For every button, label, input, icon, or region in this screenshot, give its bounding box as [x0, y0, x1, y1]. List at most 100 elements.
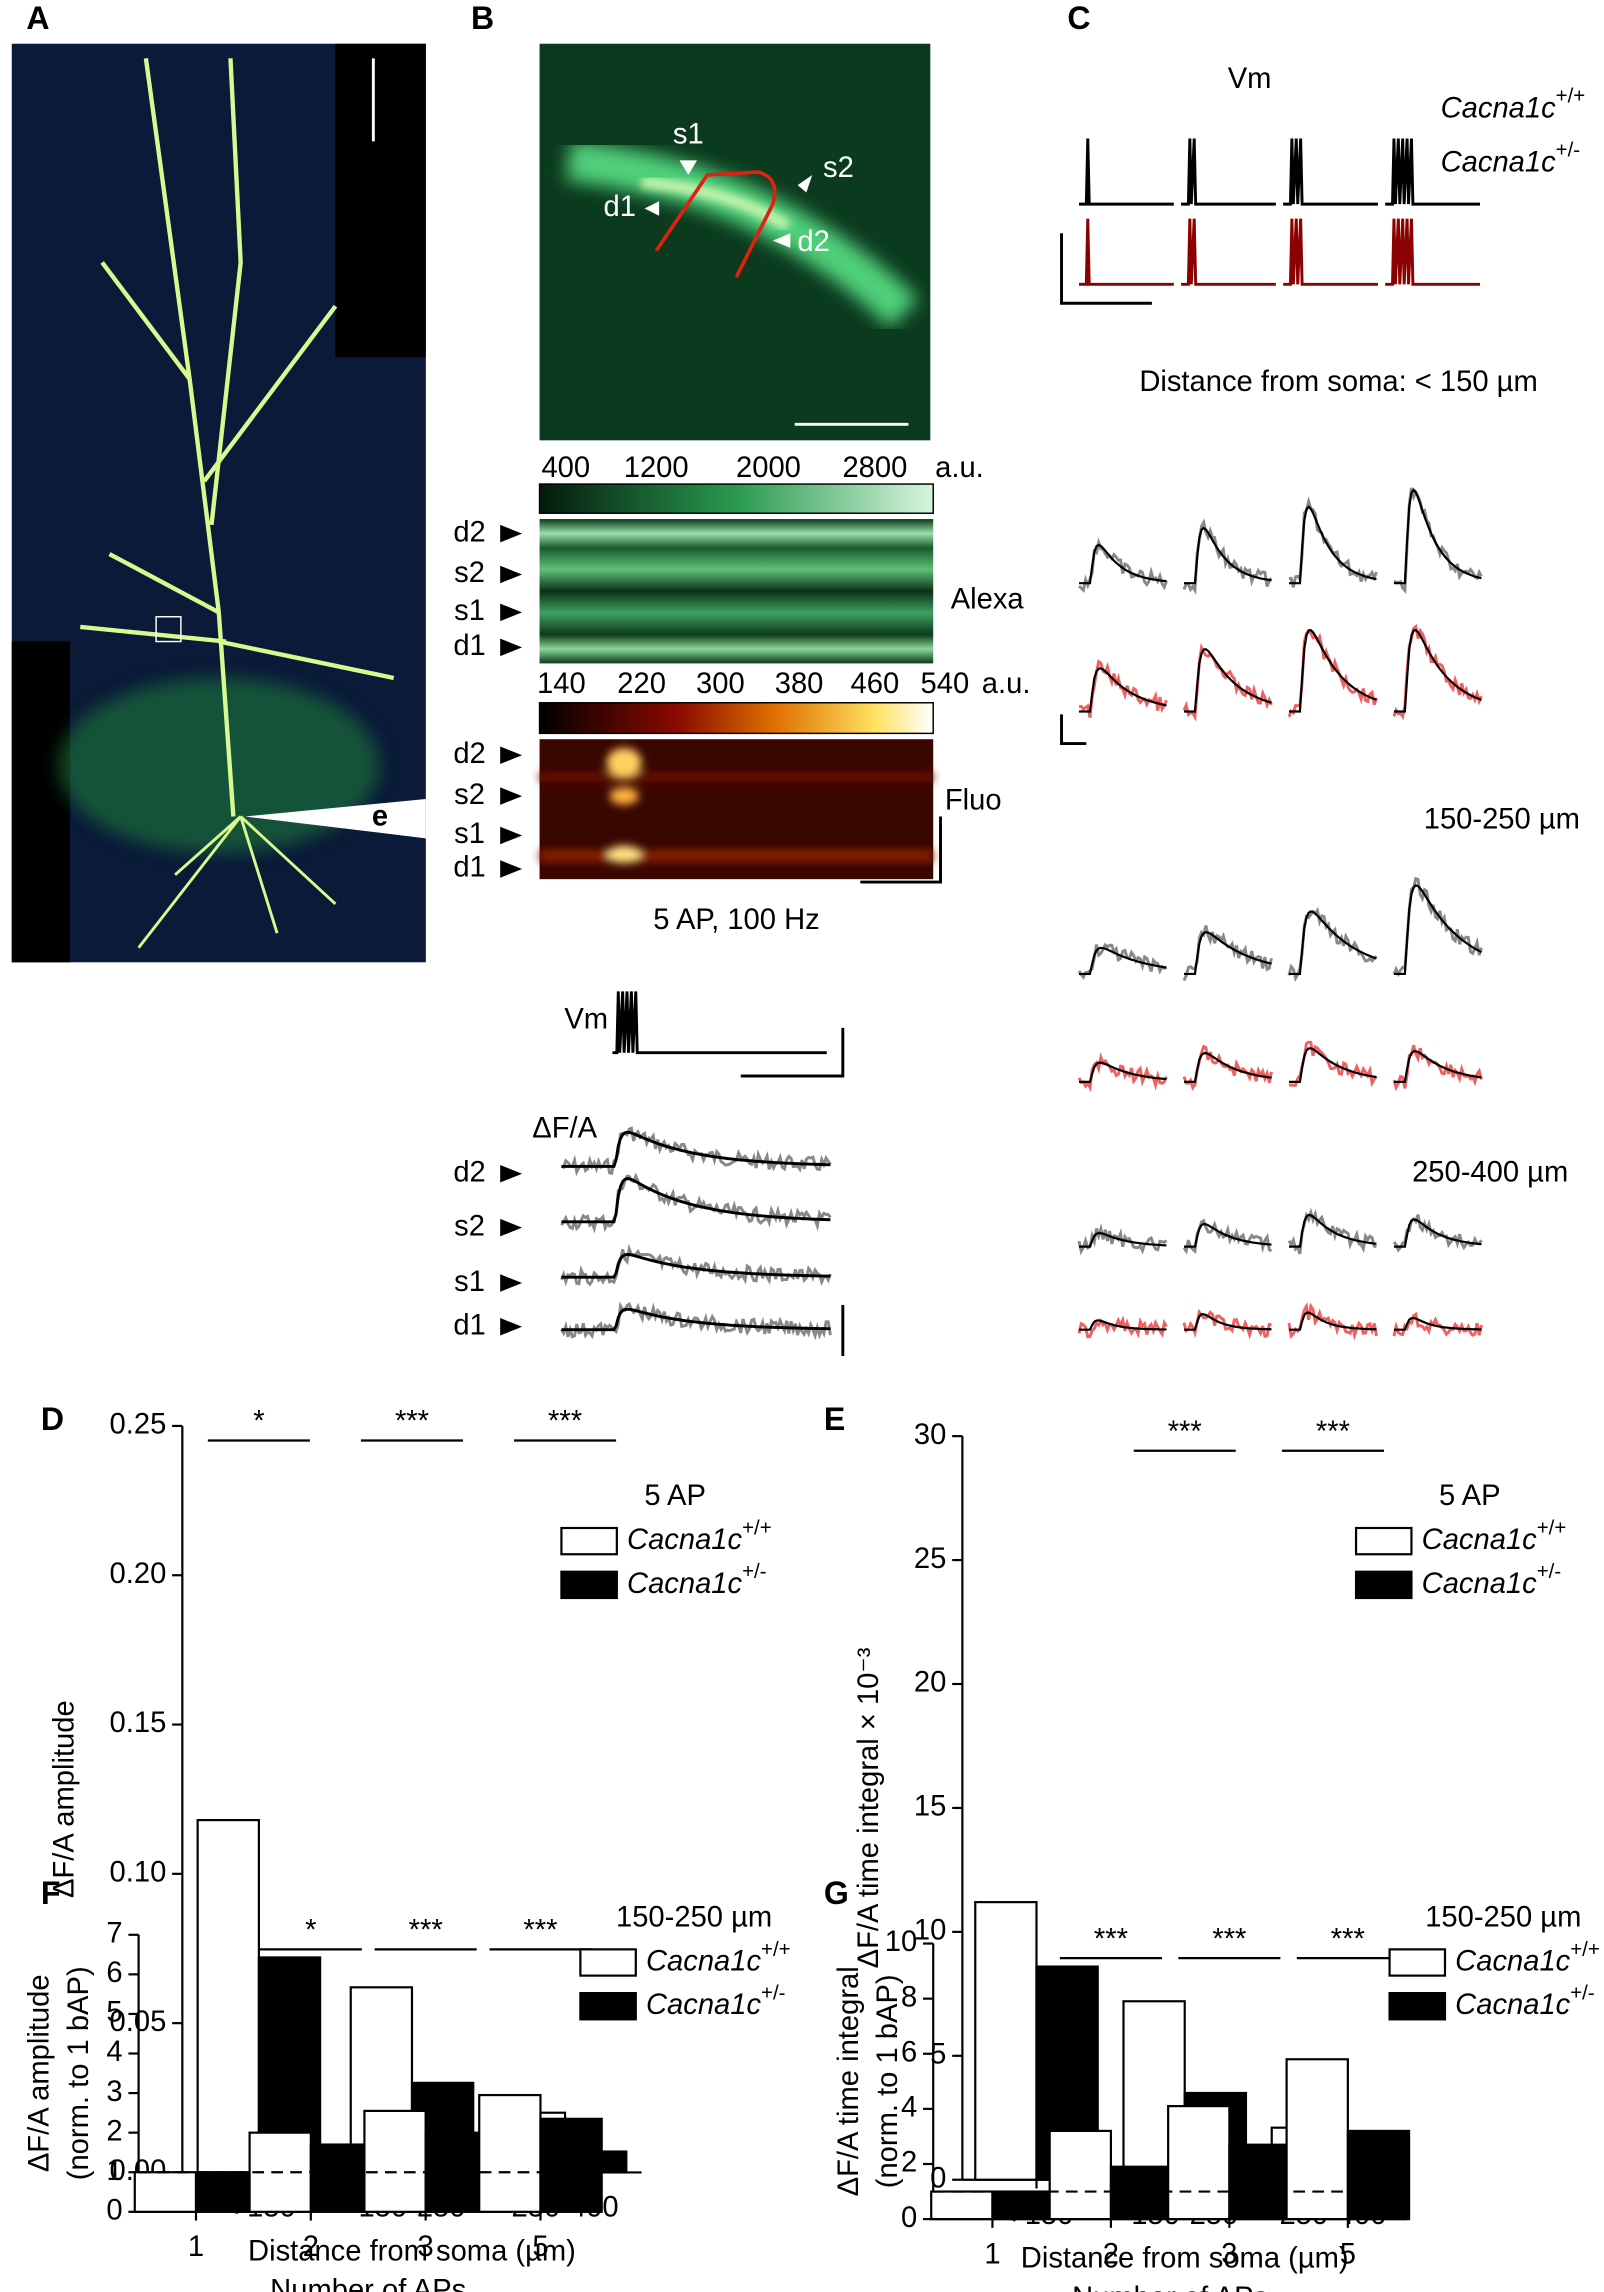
- trace-label: Vm: [1228, 63, 1272, 95]
- vm-trace: [1283, 218, 1378, 286]
- bar: [1167, 2105, 1231, 2221]
- trace: [1393, 629, 1482, 713]
- legend-label: Cacna1c+/-: [646, 1983, 785, 2021]
- legend-swatch: [579, 1992, 637, 2021]
- colorbar-label: 1200: [624, 452, 689, 484]
- micrograph-gap: [335, 43, 426, 358]
- significance-label: ***: [1331, 1923, 1365, 1955]
- legend-title: 5 AP: [644, 1480, 706, 1512]
- x-tick-label: 3: [1221, 2238, 1237, 2270]
- row-arrow: [500, 787, 523, 805]
- trace: [1184, 648, 1272, 713]
- x-axis-label: Number of APs: [1072, 2282, 1268, 2292]
- panel-label: D: [41, 1401, 64, 1437]
- significance-label: ***: [1094, 1923, 1128, 1955]
- legend-label: Cacna1c+/-: [627, 1562, 766, 1600]
- row-label: s2: [454, 557, 485, 589]
- fluo-signal: [539, 747, 934, 864]
- scan-path: [654, 170, 777, 278]
- y-tick-label: 0.25: [110, 1409, 167, 1441]
- panel-label: F: [41, 1875, 61, 1911]
- legend-label: Cacna1c+/+: [1455, 1939, 1600, 1977]
- y-axis-label: (norm. to 1 bAP): [872, 1974, 904, 2188]
- row-label: d2: [453, 1156, 485, 1188]
- electrode: [245, 798, 426, 839]
- trace: [1288, 1311, 1377, 1331]
- roi-box: [155, 616, 182, 643]
- bar: [1285, 2058, 1349, 2221]
- significance-label: ***: [395, 1406, 429, 1438]
- y-tick-label: 3: [106, 2076, 122, 2108]
- y-tick-label: 0.20: [110, 1558, 167, 1590]
- bar: [991, 2190, 1055, 2221]
- row-arrow: [500, 565, 523, 584]
- x-tick-label: 1: [984, 2238, 1000, 2270]
- roi-image: [539, 43, 931, 441]
- trace: [1288, 1047, 1377, 1083]
- y-tick-label: 10: [914, 1915, 946, 1947]
- row-arrow: [500, 1164, 523, 1183]
- micrograph-gap: [11, 641, 71, 963]
- trace: [1184, 1052, 1272, 1083]
- x-axis-label: Number of APs: [270, 2275, 466, 2292]
- y-tick-label: 0.15: [110, 1707, 167, 1739]
- bar: [1109, 2165, 1174, 2221]
- vm-trace: [1079, 138, 1174, 206]
- row-arrow: [500, 1218, 523, 1237]
- legend-swatch: [1354, 1526, 1413, 1556]
- vm-trace: [1181, 218, 1276, 286]
- trace: [560, 1301, 832, 1341]
- panel-label: B: [471, 0, 494, 36]
- row-arrow: [500, 746, 523, 764]
- colorbar: [538, 702, 934, 735]
- colorbar-label: 400: [541, 452, 590, 484]
- section-label: 150-250 µm: [1424, 804, 1580, 836]
- x-tick-label: 5: [1340, 2238, 1356, 2270]
- legend-swatch: [560, 1526, 618, 1556]
- trace: [1077, 1315, 1168, 1339]
- roi-label: d2: [797, 226, 829, 258]
- row-arrow: [500, 524, 523, 543]
- trace: [1288, 910, 1377, 976]
- colorbar-label: 2000: [736, 452, 801, 484]
- legend-label: Cacna1c+/+: [627, 1518, 772, 1556]
- section-label: 250-400 µm: [1412, 1156, 1568, 1188]
- panel-label: G: [824, 1875, 849, 1911]
- bar: [539, 2117, 603, 2213]
- trace: [1079, 1319, 1167, 1331]
- row-label: d1: [453, 852, 485, 884]
- trace: [1288, 505, 1377, 585]
- vm-trace: [1181, 138, 1276, 206]
- row-label: d2: [453, 738, 485, 770]
- soma-layer: [58, 677, 380, 853]
- legend-label: Cacna1c+/+: [1441, 86, 1586, 124]
- y-tick-label: 20: [914, 1667, 946, 1699]
- roi-label: s1: [673, 118, 704, 150]
- trace: [1184, 1222, 1272, 1248]
- significance-label: *: [305, 1915, 316, 1947]
- bar: [1048, 2129, 1113, 2221]
- bar: [1346, 2129, 1411, 2221]
- trace: [561, 1177, 831, 1224]
- trace: [1184, 1313, 1272, 1331]
- significance-label: ***: [1212, 1923, 1246, 1955]
- bar: [930, 2190, 994, 2221]
- legend-swatch: [1388, 1992, 1447, 2021]
- trace: [561, 1253, 831, 1279]
- row-arrow: [500, 826, 523, 845]
- significance-label: ***: [1168, 1416, 1202, 1448]
- y-tick-label: 8: [901, 1981, 917, 2013]
- panel-label: C: [1067, 0, 1090, 36]
- y-axis-label: ΔF/A time integral: [833, 1966, 865, 2196]
- y-tick-label: 4: [106, 2036, 122, 2068]
- row-label: d1: [453, 630, 485, 662]
- bar: [194, 2171, 259, 2213]
- x-tick-label: 3: [418, 2231, 434, 2263]
- y-tick-label: 2: [106, 2115, 122, 2147]
- vm-trace: [612, 991, 827, 1055]
- trace: [1393, 488, 1482, 585]
- y-tick-label: 2: [901, 2147, 917, 2179]
- row-arrow: [500, 1274, 523, 1292]
